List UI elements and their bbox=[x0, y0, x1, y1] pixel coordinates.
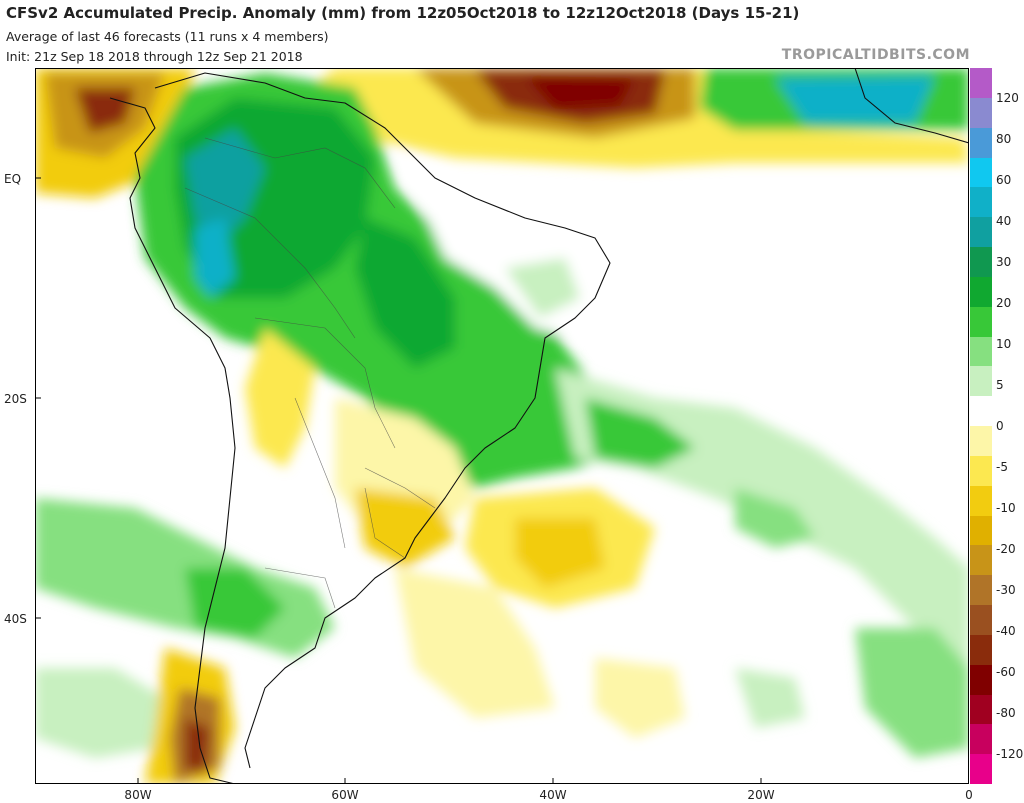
lon-label-20w: 20W bbox=[747, 788, 775, 802]
colorbar-label: -10 bbox=[996, 501, 1016, 516]
colorbar-label: -120 bbox=[996, 747, 1024, 762]
colorbar-cell bbox=[970, 97, 992, 128]
lon-label-40w: 40W bbox=[539, 788, 567, 802]
colorbar-cell bbox=[970, 694, 992, 725]
colorbar-label: 30 bbox=[996, 254, 1012, 269]
colorbar-cell bbox=[970, 605, 992, 635]
colorbar-label: 60 bbox=[996, 172, 1012, 187]
colorbar-label: 40 bbox=[996, 213, 1012, 228]
brand-watermark: TROPICALTIDBITS.COM bbox=[781, 47, 970, 63]
lat-label-20s: 20S bbox=[4, 392, 27, 406]
colorbar-cell bbox=[970, 336, 992, 367]
map-subtitle: Average of last 46 forecasts (11 runs x … bbox=[6, 29, 329, 44]
colorbar-label: -40 bbox=[996, 624, 1016, 639]
colorbar-cell bbox=[970, 724, 992, 755]
colorbar-cell bbox=[970, 575, 992, 606]
colorbar-cell bbox=[970, 426, 992, 456]
colorbar-cell bbox=[970, 68, 992, 98]
lat-label-eq: EQ bbox=[4, 172, 22, 186]
colorbar-label: -80 bbox=[996, 706, 1016, 721]
lon-label-80w: 80W bbox=[124, 788, 152, 802]
colorbar-cell bbox=[970, 157, 992, 188]
precip-anomaly-map bbox=[35, 68, 969, 784]
colorbar-label: 80 bbox=[996, 131, 1012, 146]
lat-label-40s: 40S bbox=[4, 612, 27, 626]
colorbar-label: 0 bbox=[996, 419, 1004, 433]
map-title: CFSv2 Accumulated Precip. Anomaly (mm) f… bbox=[6, 4, 800, 22]
colorbar-label: -5 bbox=[996, 460, 1008, 475]
colorbar-label: -60 bbox=[996, 665, 1016, 680]
colorbar-cell bbox=[970, 396, 992, 427]
colorbar-cell bbox=[970, 187, 992, 218]
colorbar-cell bbox=[970, 634, 992, 665]
coastlines bbox=[109, 68, 969, 784]
colorbar-label: 20 bbox=[996, 295, 1012, 310]
country-borders bbox=[184, 137, 436, 609]
init-time: Init: 21z Sep 18 2018 through 12z Sep 21… bbox=[6, 49, 303, 64]
colorbar-cell bbox=[970, 485, 992, 516]
colorbar-cell bbox=[970, 306, 992, 337]
colorbar-cell bbox=[970, 276, 992, 307]
colorbar-cell bbox=[970, 366, 992, 397]
colorbar-cell bbox=[970, 127, 992, 158]
colorbar-label: 10 bbox=[996, 336, 1012, 351]
lon-label-0: 0 bbox=[965, 788, 973, 802]
anomaly-fill bbox=[35, 68, 969, 784]
colorbar-cell bbox=[970, 754, 992, 785]
graticule bbox=[35, 177, 762, 784]
colorbar-label: -20 bbox=[996, 542, 1016, 557]
colorbar-label: -30 bbox=[996, 583, 1016, 598]
colorbar bbox=[970, 68, 992, 785]
colorbar-cell bbox=[970, 217, 992, 248]
colorbar-cell bbox=[970, 515, 992, 546]
lon-label-60w: 60W bbox=[331, 788, 359, 802]
colorbar-cell bbox=[970, 664, 992, 695]
colorbar-cell bbox=[970, 545, 992, 576]
colorbar-label: 120 bbox=[996, 90, 1019, 105]
colorbar-cell bbox=[970, 455, 992, 486]
colorbar-label: 5 bbox=[996, 377, 1004, 392]
colorbar-cell bbox=[970, 247, 992, 277]
